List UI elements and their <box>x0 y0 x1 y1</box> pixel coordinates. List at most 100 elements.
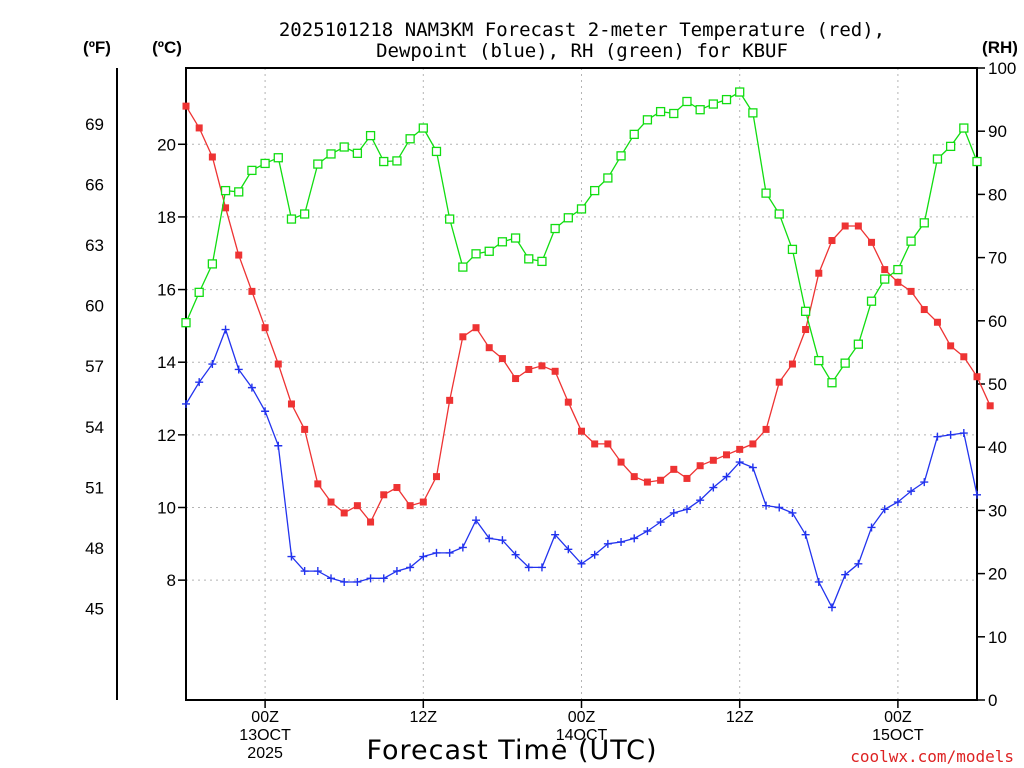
rh-point <box>365 130 376 141</box>
dewpoint-point <box>537 563 546 572</box>
time-tick-label: 00Z <box>251 709 279 726</box>
celsius-tick-label: 8 <box>167 571 176 590</box>
temperature-point <box>406 502 414 510</box>
rh-point <box>431 146 442 157</box>
dewpoint-point <box>182 399 190 408</box>
rh-point <box>207 259 218 269</box>
dewpoint-point <box>973 490 981 499</box>
dewpoint-point <box>775 503 784 512</box>
rh-tick-label: 60 <box>988 312 1007 331</box>
dewpoint-point <box>577 559 586 568</box>
temperature-point <box>459 333 467 341</box>
credit-text: coolwx.com/models <box>850 747 1014 766</box>
rh-point <box>748 108 758 118</box>
rh-point <box>959 123 969 133</box>
rh-tick-label: 10 <box>988 628 1007 647</box>
rh-point <box>814 355 824 366</box>
temperature-point <box>670 465 678 473</box>
rh-point <box>629 129 639 140</box>
rh-point <box>352 148 363 158</box>
temperature-point <box>564 398 572 406</box>
fahrenheit-tick-label: 54 <box>85 418 104 437</box>
time-tick-label: 15OCT <box>872 727 924 744</box>
rh-point <box>497 237 508 247</box>
temperature-point <box>762 425 770 433</box>
fahrenheit-tick-label: 45 <box>85 599 104 618</box>
temperature-point <box>485 344 493 352</box>
dewpoint-point <box>406 563 415 572</box>
rh-point <box>642 115 653 125</box>
dewpoint-point <box>788 508 797 517</box>
dewpoint-point <box>287 552 296 561</box>
dewpoint-point <box>669 508 678 517</box>
dewpoint-point <box>274 441 283 450</box>
chart-title-line-2: Dewpoint (blue), RH (green) for KBUF <box>376 40 788 62</box>
rh-tick-label: 40 <box>988 438 1007 457</box>
temperature-point <box>854 222 862 230</box>
dewpoint-point <box>841 570 850 579</box>
temperature-point <box>498 355 506 363</box>
temperature-point <box>340 509 348 517</box>
fahrenheit-tick-label: 63 <box>85 236 104 255</box>
dewpoint-point <box>261 407 270 416</box>
celsius-tick-label: 20 <box>157 135 176 154</box>
temperature-point <box>960 353 968 361</box>
dewpoint-point <box>458 543 467 552</box>
temperature-point <box>578 427 585 435</box>
rh-point <box>260 158 270 169</box>
dewpoint-point <box>801 530 810 539</box>
temperature-point <box>841 222 849 230</box>
temperature-point <box>235 251 243 259</box>
temperature-point <box>274 360 282 368</box>
temperature-point <box>432 473 440 481</box>
rh-tick-label: 30 <box>988 501 1007 520</box>
temperature-point <box>353 502 361 510</box>
dewpoint-point <box>814 577 823 586</box>
dewpoint-point <box>682 505 691 514</box>
dewpoint-point <box>300 567 309 576</box>
temperature-point <box>986 402 994 410</box>
celsius-tick-label: 16 <box>157 281 176 300</box>
rh-point <box>708 99 718 109</box>
temperature-point <box>261 324 269 332</box>
celsius-tick-label: 10 <box>157 498 176 517</box>
temperature-point <box>802 326 810 334</box>
rh-point <box>339 142 349 152</box>
temperature-point <box>683 474 691 482</box>
dewpoint-point <box>472 516 481 525</box>
rh-point <box>286 214 297 224</box>
rh-point <box>247 165 257 176</box>
time-tick-label: 12Z <box>410 709 438 726</box>
rh-point <box>669 108 679 119</box>
temperature-point <box>775 378 783 386</box>
rh-point <box>853 339 863 349</box>
dewpoint-point <box>603 539 612 548</box>
rh-point <box>576 204 587 214</box>
time-tick-label: 12Z <box>726 709 754 726</box>
rh-point <box>735 87 745 97</box>
rh-point <box>550 223 560 234</box>
plot-frame <box>185 67 978 701</box>
temperature-point <box>643 478 651 486</box>
rh-point <box>880 274 890 284</box>
temperature-point <box>894 278 902 286</box>
rh-point <box>655 106 666 117</box>
rh-tick-label: 80 <box>988 185 1007 204</box>
dewpoint-point <box>709 483 718 492</box>
dewpoint-point <box>379 574 388 583</box>
temperature-point <box>933 318 941 326</box>
temperature-point <box>248 287 256 295</box>
time-tick-label: 00Z <box>568 709 596 726</box>
dewpoint-point <box>617 538 626 546</box>
temperature-point <box>551 367 559 375</box>
rh-point <box>313 159 323 169</box>
dewpoint-point <box>827 603 836 612</box>
temperature-line <box>185 105 991 524</box>
temperature-point <box>828 237 836 245</box>
time-tick-label: 00Z <box>884 709 912 726</box>
rh-point <box>866 296 877 306</box>
celsius-axis: 8 10 12 14 16 18 20 <box>157 135 186 590</box>
dewpoint-point <box>643 527 652 536</box>
rh-point <box>418 123 428 133</box>
